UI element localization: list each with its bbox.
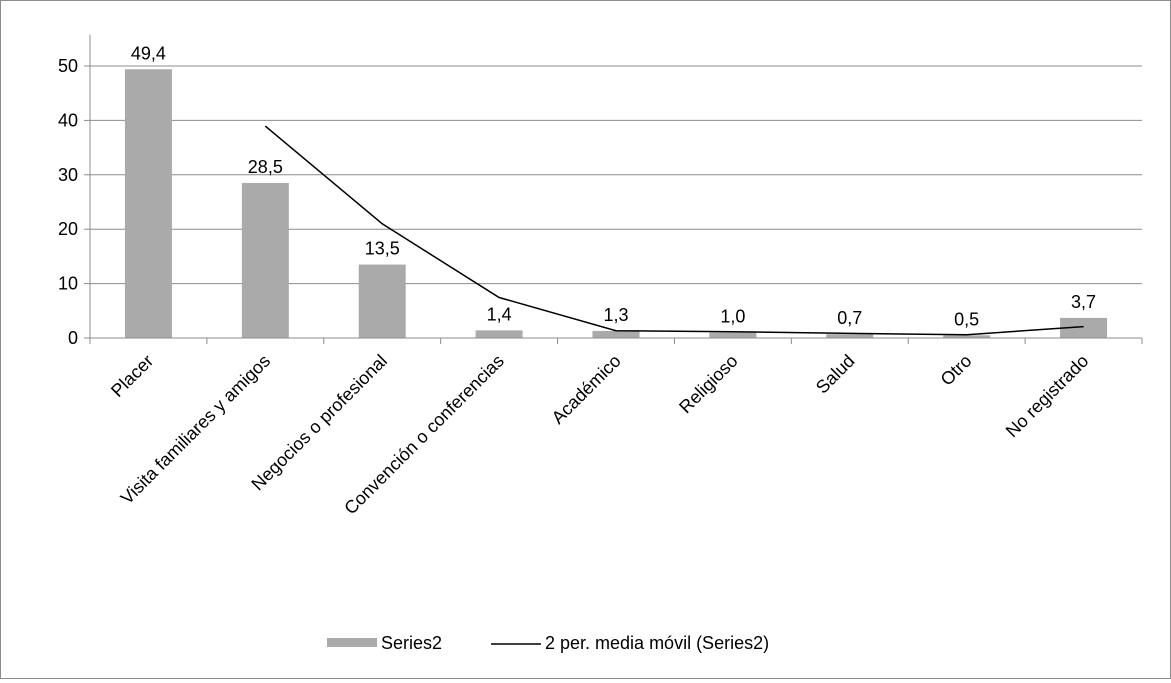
y-tick-label: 50	[58, 56, 78, 76]
bar	[124, 69, 172, 338]
data-label: 13,5	[365, 239, 400, 259]
y-tick-label: 20	[58, 219, 78, 239]
legend: Series2 2 per. media móvil (Series2)	[327, 633, 769, 653]
bar	[475, 330, 523, 338]
y-tick-label: 40	[58, 110, 78, 130]
x-tick-label: Religioso	[675, 351, 742, 418]
x-tick-label: Otro	[937, 351, 976, 390]
y-tick-label: 0	[68, 328, 78, 348]
bar	[241, 182, 289, 338]
legend-label-moving-average: 2 per. media móvil (Series2)	[545, 633, 769, 653]
legend-swatch-series2	[327, 638, 377, 647]
data-label: 1,4	[487, 304, 512, 324]
x-tick-label: Placer	[107, 351, 157, 401]
bar	[709, 332, 757, 338]
y-tick-label: 30	[58, 165, 78, 185]
bar	[358, 264, 406, 338]
bar	[592, 330, 640, 338]
y-axis-ticks: 0 10 20 30 40 50	[58, 56, 78, 348]
moving-average-series	[264, 125, 1084, 336]
data-label: 1,0	[720, 307, 745, 327]
x-tick-label: Salud	[812, 351, 859, 398]
bar	[1060, 317, 1108, 338]
axes	[84, 34, 1143, 344]
legend-label-series2: Series2	[381, 633, 442, 653]
bar	[943, 335, 991, 338]
x-tick-label: Negocios o profesional	[247, 351, 391, 495]
data-label: 0,7	[837, 308, 862, 328]
data-label: 3,7	[1071, 292, 1096, 312]
data-label: 1,3	[603, 305, 628, 325]
data-label: 49,4	[131, 43, 166, 63]
moving-average-line	[264, 125, 1084, 336]
y-tick-label: 10	[58, 274, 78, 294]
x-tick-label: Académico	[548, 351, 625, 428]
data-labels: 49,4 28,5 13,5 1,4 1,3 1,0 0,7 0,5 3,7	[131, 43, 1096, 329]
bar-series	[124, 69, 1108, 338]
bar	[826, 334, 874, 338]
data-label: 0,5	[954, 309, 979, 329]
data-label: 28,5	[248, 157, 283, 177]
x-tick-label: No registrado	[1002, 351, 1093, 442]
